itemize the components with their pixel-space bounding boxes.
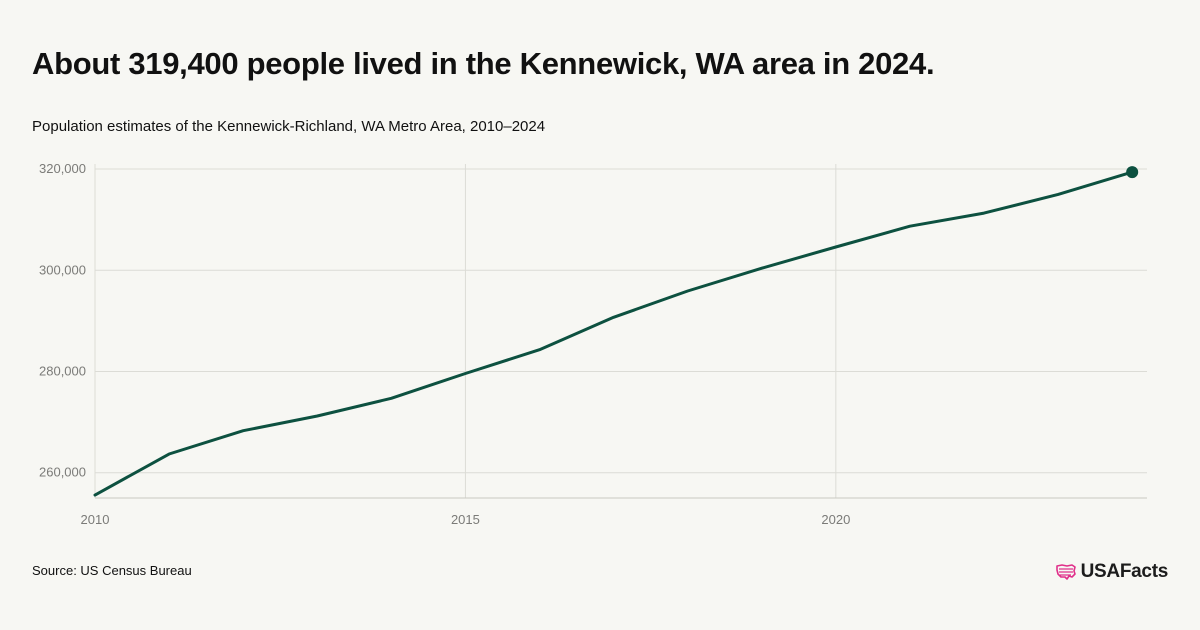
x-tick-label: 2020 [821, 512, 850, 527]
y-tick-label: 260,000 [39, 465, 86, 480]
y-tick-label: 280,000 [39, 363, 86, 378]
brand-logo: USAFacts [1055, 561, 1168, 583]
y-tick-label: 320,000 [39, 161, 86, 176]
axis-tick-labels: 260,000 280,000 300,000 320,000 2010 2015 2020 [39, 161, 850, 527]
x-tick-label: 2015 [451, 512, 480, 527]
end-point-marker [1126, 166, 1139, 179]
grid-lines [94, 164, 1147, 499]
chart-subtitle: Population estimates of the Kennewick-Ri… [32, 118, 546, 135]
x-tick-label: 2010 [81, 512, 110, 527]
brand-name: USAFacts [1080, 561, 1169, 582]
source-note: Source: US Census Bureau [32, 563, 192, 578]
usa-map-icon [1055, 564, 1076, 580]
chart-title: About 319,400 people lived in the Kennew… [32, 46, 935, 81]
y-tick-label: 300,000 [39, 262, 86, 277]
series-layer [93, 166, 1139, 497]
series-line [93, 170, 1134, 497]
